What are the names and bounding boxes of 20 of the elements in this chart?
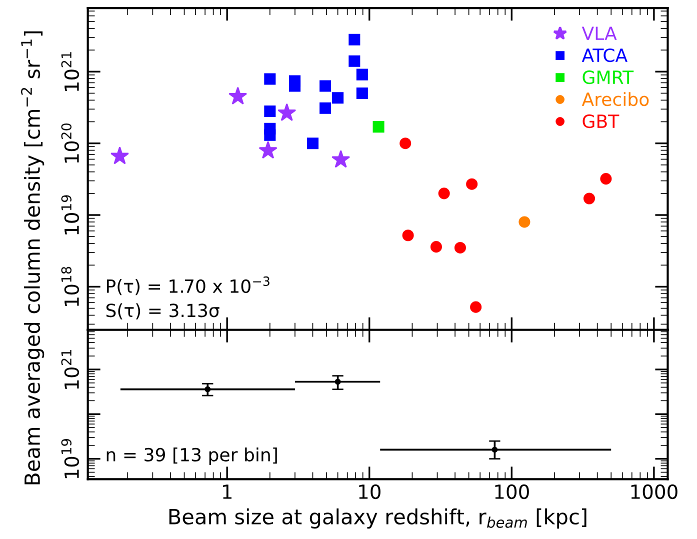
annotation: S(τ) = 3.13σ [106, 303, 220, 320]
y-tick-label: 10$^{19}$ [61, 439, 80, 478]
y-axis-title: Beam averaged column density [cm$^{−2}$ sr$^{−1}$] [20, 31, 44, 484]
legend-label: ATCA [582, 48, 628, 62]
x-tick-label: 1 [223, 484, 232, 499]
y-tick-label: 10$^{19}$ [61, 195, 80, 234]
y-tick-label: 10$^{20}$ [61, 123, 80, 163]
x-tick-label: 1000 [631, 484, 678, 500]
y-tick-label: 10$^{21}$ [61, 52, 80, 91]
legend-label: GMRT [582, 70, 634, 84]
y-tick-label: 10$^{18}$ [61, 266, 80, 306]
x-axis-title: Beam size at galaxy redshift, r$_{beam}$ [kpc] [169, 508, 586, 529]
y-tick-label: 10$^{21}$ [61, 350, 80, 389]
annotation: n = 39 [13 per bin] [106, 448, 277, 466]
x-tick-label: 10 [359, 484, 380, 500]
annotation: P(τ) = 1.70 x 10$^{−3}$ [106, 276, 270, 296]
legend-label: VLA [582, 26, 617, 40]
legend-label: Arecibo [582, 92, 649, 106]
legend-label: GBT [582, 114, 620, 128]
x-tick-label: 100 [495, 484, 529, 500]
